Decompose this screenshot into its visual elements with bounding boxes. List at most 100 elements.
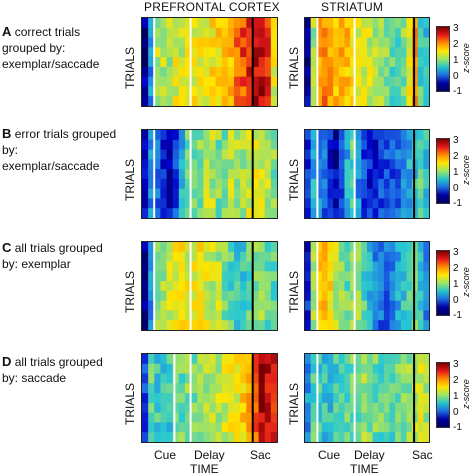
heatmap-cell bbox=[234, 57, 241, 68]
heatmap-cell bbox=[400, 310, 408, 321]
heatmap-cell bbox=[160, 169, 168, 180]
heatmap-cell bbox=[333, 96, 340, 106]
heatmap-cell bbox=[305, 198, 312, 209]
heatmap-cell bbox=[142, 169, 149, 180]
heatmap-cell bbox=[215, 159, 223, 170]
heatmap-cell bbox=[327, 47, 334, 58]
heatmap-cell bbox=[234, 251, 241, 263]
heatmap-cell bbox=[234, 373, 241, 384]
heatmap-cell bbox=[203, 159, 211, 170]
heatmap-cell bbox=[258, 169, 266, 180]
heatmap-cell bbox=[367, 57, 374, 68]
heatmap-cell bbox=[148, 208, 155, 218]
heatmap-cell bbox=[355, 354, 362, 365]
heatmap-cell bbox=[327, 373, 334, 384]
heatmap-cell bbox=[184, 300, 192, 312]
heatmap-cell bbox=[350, 363, 357, 375]
heatmap-cell bbox=[400, 37, 408, 48]
heatmap-cell bbox=[423, 130, 429, 141]
heatmap-cell bbox=[321, 178, 329, 190]
heatmap-cell bbox=[355, 251, 362, 263]
heatmap-cell bbox=[184, 188, 192, 200]
heatmap-cell bbox=[197, 432, 204, 442]
heatmap-cell bbox=[227, 37, 235, 48]
heatmap-cell bbox=[327, 18, 334, 29]
heatmap-cell bbox=[316, 242, 323, 253]
heatmap-cell bbox=[327, 198, 334, 209]
heatmap-cell bbox=[400, 251, 408, 263]
heatmap-cell bbox=[350, 96, 357, 106]
heatmap-cell bbox=[264, 281, 272, 292]
heatmap-cell bbox=[215, 393, 223, 404]
heatmap-cell bbox=[221, 402, 229, 414]
heatmap-cell bbox=[264, 373, 272, 384]
heatmap-cell bbox=[215, 27, 223, 39]
heatmap-cell bbox=[305, 383, 312, 394]
heatmap-cell bbox=[406, 96, 413, 106]
heatmap-cell bbox=[172, 86, 180, 97]
heatmap-cell bbox=[258, 76, 266, 88]
heatmap-cell bbox=[154, 383, 162, 394]
heatmap-cell bbox=[417, 261, 424, 272]
heatmap-cell bbox=[246, 86, 254, 97]
heatmap-cell bbox=[203, 363, 211, 375]
heatmap-cell bbox=[215, 320, 223, 330]
heatmap-cell bbox=[389, 130, 396, 141]
heatmap-cell bbox=[378, 159, 385, 170]
heatmap-cell bbox=[221, 18, 229, 29]
heatmap-cell bbox=[234, 354, 241, 365]
heatmap-cell bbox=[417, 383, 424, 394]
heatmap-cell bbox=[305, 271, 312, 282]
heatmap-cell bbox=[184, 47, 192, 58]
heatmap-cell bbox=[203, 242, 211, 253]
heatmap-cell bbox=[400, 290, 408, 302]
heatmap-cell bbox=[197, 76, 204, 88]
heatmap-cell bbox=[355, 300, 362, 312]
heatmap-cell bbox=[350, 159, 357, 170]
heatmap-cell bbox=[412, 281, 419, 292]
heatmap-cell bbox=[172, 198, 180, 209]
heatmap-cell bbox=[367, 37, 374, 48]
heatmap-cell bbox=[184, 383, 192, 394]
heatmap-cell bbox=[355, 47, 362, 58]
heatmap-cell bbox=[333, 310, 340, 321]
heatmap-cell bbox=[338, 130, 346, 141]
heatmap-cell bbox=[148, 251, 155, 263]
x-title-str: TIME bbox=[350, 462, 379, 476]
heatmap-cell bbox=[412, 261, 419, 272]
heatmap-cell bbox=[234, 320, 241, 330]
heatmap-cell bbox=[417, 76, 424, 88]
heatmap-cell bbox=[191, 402, 198, 414]
heatmap-cell bbox=[344, 422, 351, 433]
heatmap-cell bbox=[305, 320, 312, 330]
heatmap-cell bbox=[355, 37, 362, 48]
heatmap-cell bbox=[423, 37, 429, 48]
heatmap-cell bbox=[178, 354, 186, 365]
heatmap-cell bbox=[350, 354, 357, 365]
heatmap-cell bbox=[321, 300, 329, 312]
heatmap-cell bbox=[184, 281, 192, 292]
heatmap-cell bbox=[172, 402, 180, 414]
heatmap-cell bbox=[361, 383, 368, 394]
heatmap-cell bbox=[264, 393, 272, 404]
heatmap-cell bbox=[412, 363, 419, 375]
heatmap-cell bbox=[227, 383, 235, 394]
heatmap-cell bbox=[178, 188, 186, 200]
cbar-tick: 3 bbox=[453, 247, 459, 258]
heatmap-cell bbox=[372, 139, 379, 151]
heatmap-cell bbox=[378, 139, 385, 151]
heatmap-cell bbox=[203, 320, 211, 330]
heatmap-cell bbox=[406, 66, 413, 78]
heatmap-cell bbox=[270, 130, 277, 141]
heatmap-cell bbox=[252, 149, 260, 160]
heatmap-cell bbox=[197, 149, 204, 160]
heatmap-cell bbox=[184, 422, 192, 433]
heatmap-cell bbox=[148, 432, 155, 442]
heatmap-cell bbox=[383, 37, 391, 48]
heatmap-cell bbox=[252, 169, 260, 180]
heatmap-cell bbox=[423, 320, 429, 330]
heatmap-cell bbox=[264, 57, 272, 68]
heatmap-cell bbox=[203, 37, 211, 48]
heatmap-cell bbox=[372, 310, 379, 321]
heatmap-cell bbox=[258, 159, 266, 170]
